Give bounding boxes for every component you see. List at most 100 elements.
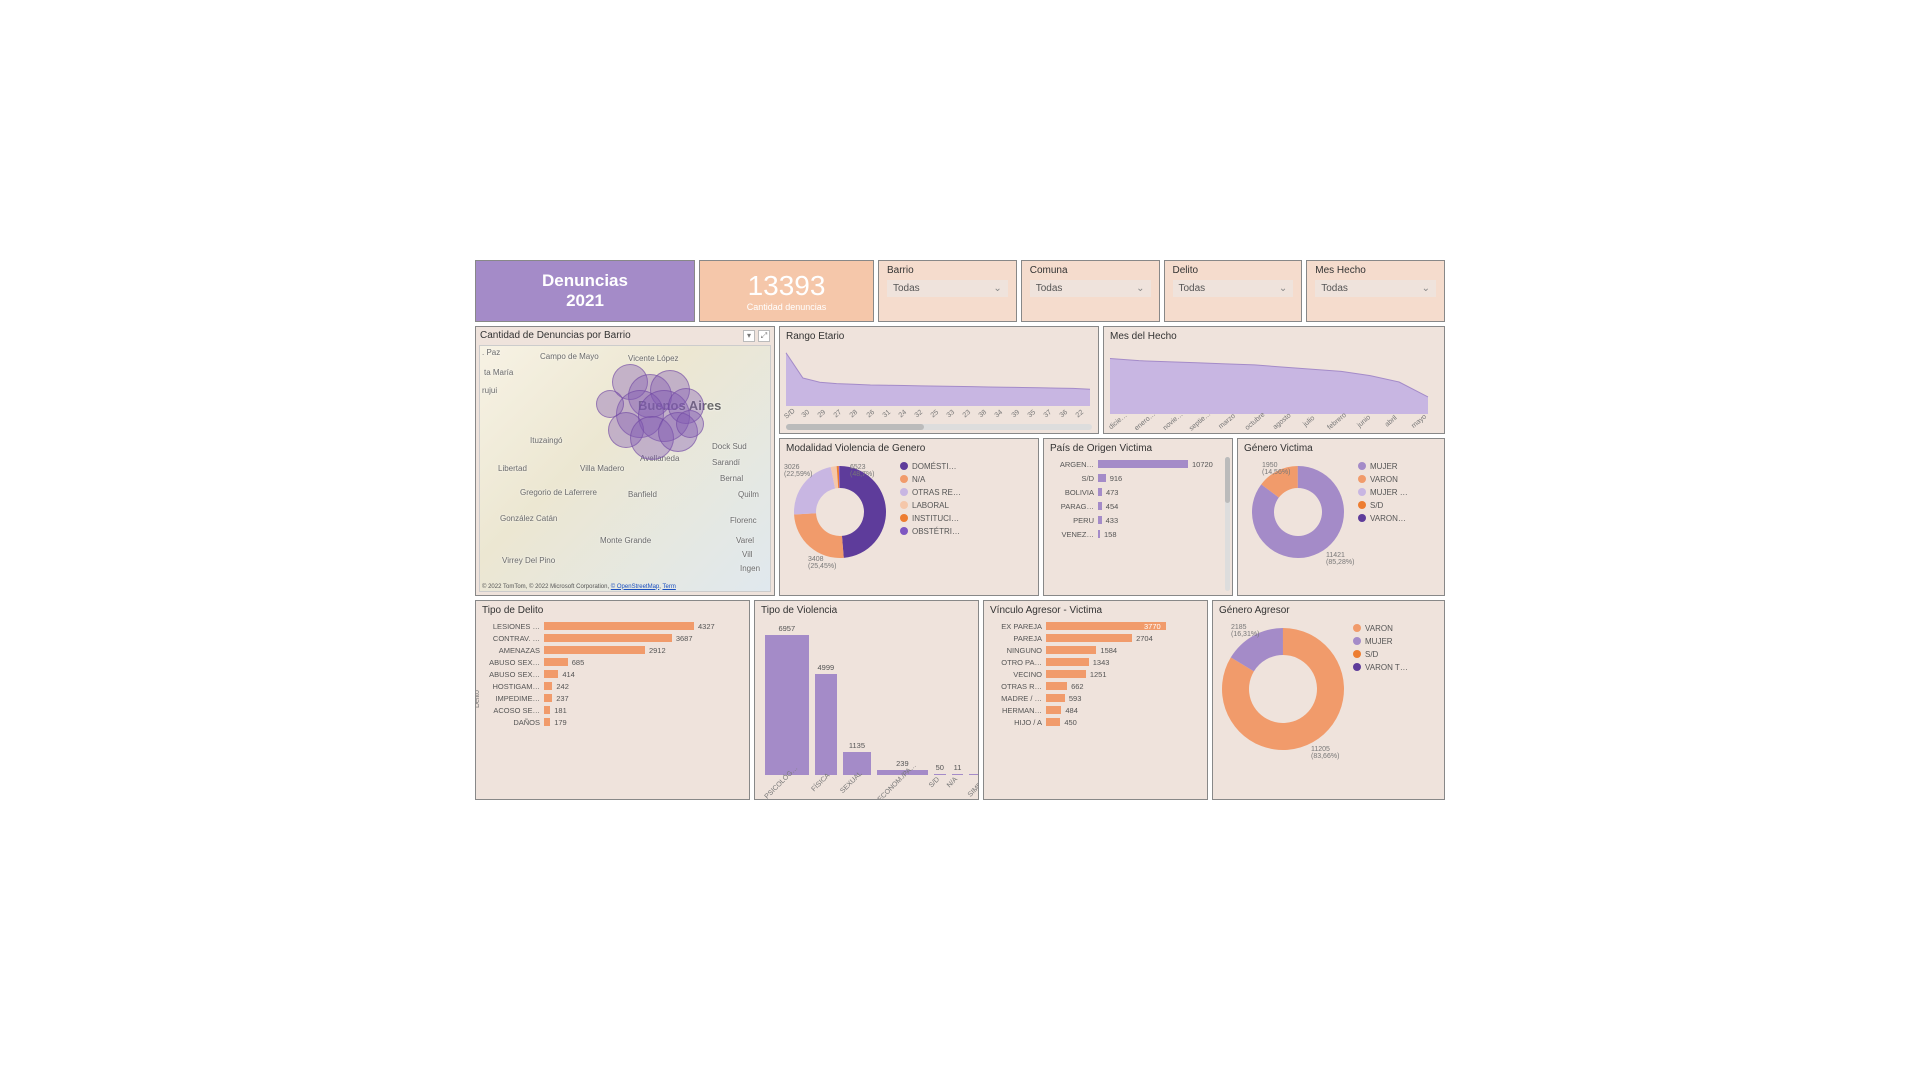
bar-row[interactable]: LESIONES … 4327 xyxy=(482,622,743,631)
bar-row[interactable]: VENEZ… 158 xyxy=(1050,530,1224,539)
filter-icon[interactable]: ▾ xyxy=(743,330,755,342)
bar-column[interactable]: 1135 SEXUAL xyxy=(843,741,871,799)
filter-select[interactable]: Todas ⌄ xyxy=(887,280,1008,297)
legend-item[interactable]: VARON xyxy=(1358,475,1440,484)
legend-item[interactable]: VARON xyxy=(1353,624,1440,633)
legend-swatch xyxy=(1358,514,1366,522)
scrollbar-thumb[interactable] xyxy=(1225,457,1230,504)
bar-row[interactable]: ABUSO SEX… 685 xyxy=(482,658,743,667)
scrollbar[interactable] xyxy=(786,424,1092,430)
map-visual[interactable]: © 2022 TomTom, © 2022 Microsoft Corporat… xyxy=(479,345,771,592)
bar xyxy=(1098,488,1102,496)
bar xyxy=(1098,474,1106,482)
bar-row[interactable]: PAREJA 2704 xyxy=(990,634,1201,643)
donut-chart[interactable]: 1950(14,56%)11421(85,28%) xyxy=(1238,456,1358,595)
donut-chart[interactable]: 2185(16,31%)11205(83,66%) xyxy=(1213,618,1353,799)
bar-column[interactable]: 4999 FÍSICA xyxy=(815,663,838,799)
donut-chart[interactable]: 3026(22,59%)6523(48,7%)3408(25,45%) xyxy=(780,456,900,595)
bar-value: 484 xyxy=(1065,706,1078,715)
legend-item[interactable]: S/D xyxy=(1358,501,1440,510)
kpi-value: 13393 xyxy=(748,270,826,302)
map-credit-link[interactable]: Term xyxy=(662,584,675,590)
focus-icon[interactable]: ⤢ xyxy=(758,330,770,342)
map-credit-link[interactable]: © OpenStreetMap xyxy=(611,584,659,590)
map-place-label: . Paz xyxy=(482,348,500,357)
bar-row[interactable]: OTRO PA… 1343 xyxy=(990,658,1201,667)
filter-label: Delito xyxy=(1173,265,1294,276)
bar-label: ABUSO SEX… xyxy=(482,670,540,679)
legend-item[interactable]: S/D xyxy=(1353,650,1440,659)
bar-row[interactable]: BOLIVIA 473 xyxy=(1050,488,1224,497)
legend-item[interactable]: LABORAL xyxy=(900,501,1034,510)
hbar-chart[interactable]: EX PAREJA 3770 PAREJA 2704 NINGUNO 1584 OTR… xyxy=(984,618,1207,799)
legend-item[interactable]: MUJER … xyxy=(1358,488,1440,497)
title-card: Denuncias 2021 xyxy=(475,260,695,322)
filter-select[interactable]: Todas ⌄ xyxy=(1173,280,1294,297)
chevron-down-icon: ⌄ xyxy=(1279,283,1287,294)
bar-value: 473 xyxy=(1106,488,1119,497)
donut-callout: 6523(48,7%) xyxy=(850,464,875,479)
axis-tick: S/D xyxy=(782,406,799,422)
bar-value: 414 xyxy=(562,670,575,679)
bar-row[interactable]: HOSTIGAM… 242 xyxy=(482,682,743,691)
legend-item[interactable]: INSTITUCI… xyxy=(900,514,1034,523)
card-title: Vínculo Agresor - Victima xyxy=(984,601,1207,618)
bar-column[interactable]: 6957 PSICOLÓG… xyxy=(765,624,809,799)
filter-label: Comuna xyxy=(1030,265,1151,276)
scrollbar[interactable] xyxy=(1225,457,1230,591)
axis-tick: 38 xyxy=(975,406,992,422)
legend-item[interactable]: VARON… xyxy=(1358,514,1440,523)
bar-row[interactable]: CONTRAV. … 3687 xyxy=(482,634,743,643)
bar-row[interactable]: PARAG… 454 xyxy=(1050,502,1224,511)
bar xyxy=(1046,694,1065,702)
mid-row: Cantidad de Denuncias por Barrio ▾ ⤢ © 2… xyxy=(475,326,1445,596)
legend-item[interactable]: DOMÉSTI… xyxy=(900,462,1034,471)
filter-select[interactable]: Todas ⌄ xyxy=(1315,280,1436,297)
bar-value: 6957 xyxy=(778,624,795,633)
donut-callout: 2185(16,31%) xyxy=(1231,624,1259,639)
bar-label: CONTRAV. … xyxy=(482,634,540,643)
filter-select[interactable]: Todas ⌄ xyxy=(1030,280,1151,297)
hbar-chart[interactable]: Delito LESIONES … 4327CONTRAV. … 3687AME… xyxy=(476,618,749,799)
bar-row[interactable]: IMPEDIME… 237 xyxy=(482,694,743,703)
bar-row[interactable]: ABUSO SEX… 414 xyxy=(482,670,743,679)
bar-row[interactable]: ARGEN… 10720 xyxy=(1050,460,1224,469)
mid-right-col: Rango Etario S/D302927282631243225332338… xyxy=(779,326,1445,596)
bar-row[interactable]: HERMAN… 484 xyxy=(990,706,1201,715)
legend-item[interactable]: N/A xyxy=(900,475,1034,484)
bar-row[interactable]: ACOSO SE… 181 xyxy=(482,706,743,715)
hbar-chart[interactable]: ARGEN… 10720 S/D 916 BOLIVIA 473 PARAG… 454… xyxy=(1044,456,1232,543)
area-chart[interactable]: dicie…enero…novie…septie…marzooctubreago… xyxy=(1104,344,1444,433)
bar-column[interactable]: 2 SIMBÓLICA xyxy=(969,763,979,799)
bar-row[interactable]: EX PAREJA 3770 xyxy=(990,622,1201,631)
bar-column[interactable]: 11 N/A xyxy=(952,763,964,799)
card-title: Rango Etario xyxy=(780,327,1098,344)
bar-row[interactable]: MADRE / … 593 xyxy=(990,694,1201,703)
bar-row[interactable]: HIJO / A 450 xyxy=(990,718,1201,727)
legend-swatch xyxy=(1353,637,1361,645)
dashboard: Denuncias 2021 13393 Cantidad denuncias … xyxy=(475,260,1445,815)
donut-wrap: 3026(22,59%)6523(48,7%)3408(25,45%) DOMÉ… xyxy=(780,456,1038,595)
bar-column[interactable]: 239 ECONOM./PA… xyxy=(877,759,928,799)
bar-row[interactable]: OTRAS R… 662 xyxy=(990,682,1201,691)
bar-row[interactable]: DAÑOS 179 xyxy=(482,718,743,727)
legend-item[interactable]: OTRAS RE… xyxy=(900,488,1034,497)
bar-label: MADRE / … xyxy=(990,694,1042,703)
bar-column[interactable]: 50 S/D xyxy=(934,763,946,799)
legend-item[interactable]: OBSTÉTRI… xyxy=(900,527,1034,536)
legend-swatch xyxy=(1353,663,1361,671)
vbar-chart[interactable]: 6957 PSICOLÓG… 4999 FÍSICA1135 SEXUAL239 … xyxy=(755,618,978,800)
area-chart[interactable]: S/D302927282631243225332338343935373622 xyxy=(780,344,1098,422)
map-toolbar: ▾ ⤢ xyxy=(743,330,770,342)
bar-row[interactable]: NINGUNO 1584 xyxy=(990,646,1201,655)
axis-tick: 30 xyxy=(798,406,815,422)
bar-row[interactable]: VECINO 1251 xyxy=(990,670,1201,679)
bar-row[interactable]: PERU 433 xyxy=(1050,516,1224,525)
legend-item[interactable]: MUJER xyxy=(1353,637,1440,646)
bar-row[interactable]: S/D 916 xyxy=(1050,474,1224,483)
scrollbar-thumb[interactable] xyxy=(786,424,924,430)
bar-row[interactable]: AMENAZAS 2912 xyxy=(482,646,743,655)
legend-item[interactable]: MUJER xyxy=(1358,462,1440,471)
legend-item[interactable]: VARON T… xyxy=(1353,663,1440,672)
map-place-label: ta María xyxy=(484,368,513,377)
